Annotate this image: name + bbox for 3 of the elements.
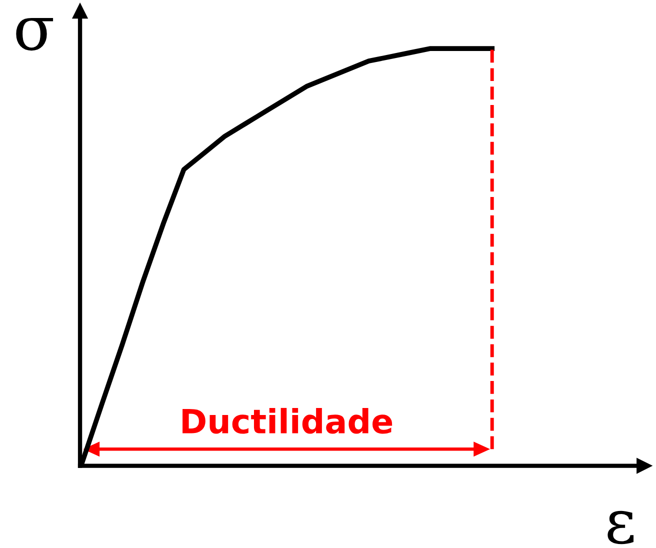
y-axis-title: σ (16, 18, 54, 51)
x-axis-title: ε (608, 510, 634, 544)
annotation: Ductilidade (182, 408, 392, 434)
